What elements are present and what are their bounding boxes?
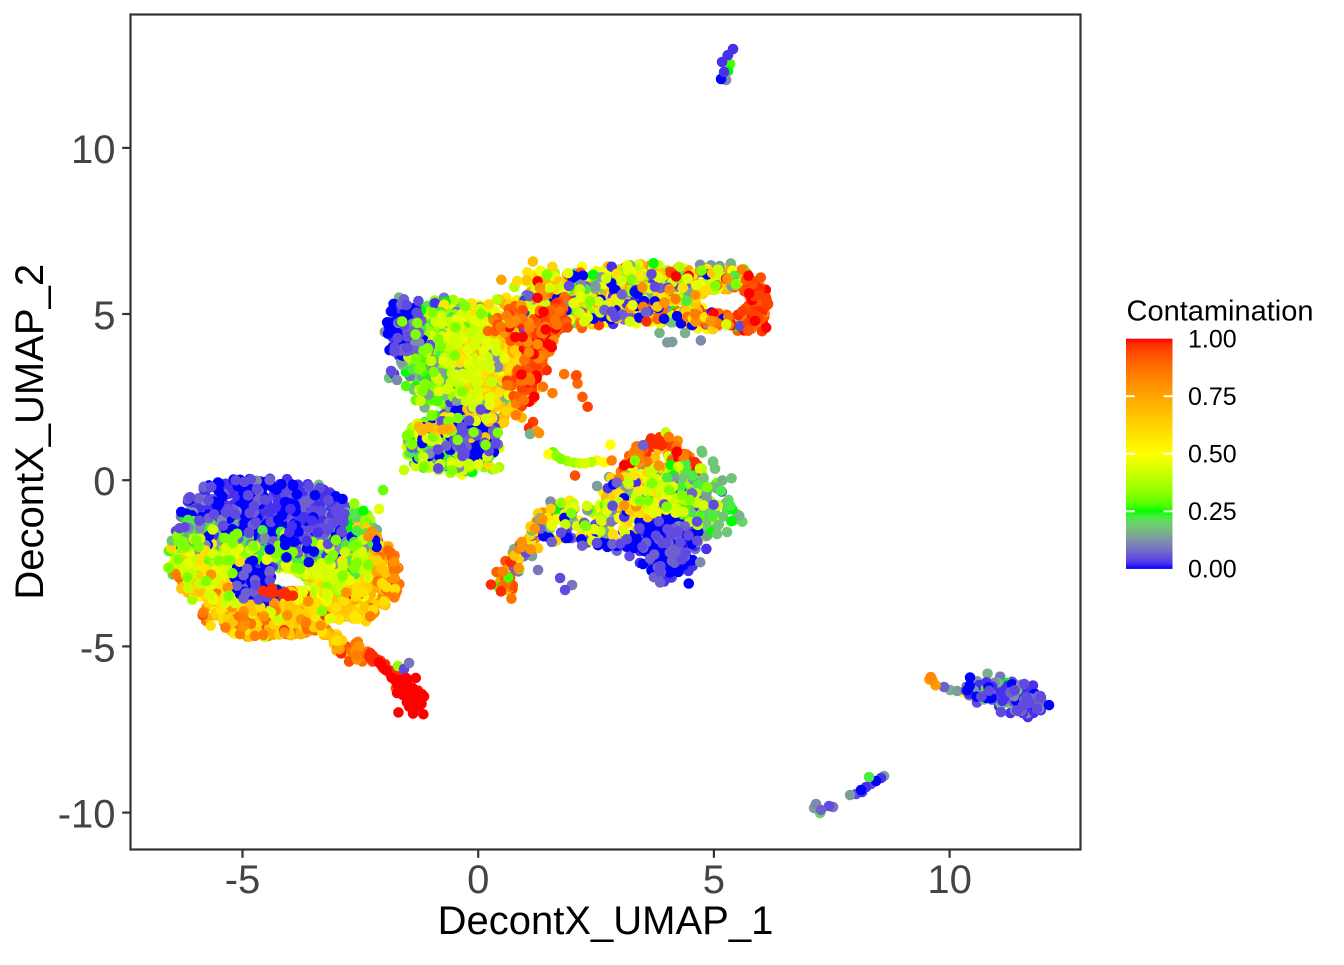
svg-text:0.75: 0.75 [1188, 383, 1237, 411]
svg-text:DecontX_UMAP_1: DecontX_UMAP_1 [438, 899, 774, 943]
svg-text:-5: -5 [225, 858, 261, 902]
svg-text:0.00: 0.00 [1188, 556, 1237, 584]
svg-text:0.50: 0.50 [1188, 441, 1237, 469]
svg-text:0.25: 0.25 [1188, 498, 1237, 526]
svg-text:10: 10 [927, 858, 972, 902]
svg-text:-5: -5 [80, 626, 116, 670]
svg-text:10: 10 [71, 128, 116, 172]
svg-text:5: 5 [93, 294, 115, 338]
svg-text:0: 0 [467, 858, 489, 902]
svg-text:Contamination: Contamination [1127, 296, 1314, 328]
svg-text:1.00: 1.00 [1188, 325, 1237, 353]
svg-text:DecontX_UMAP_2: DecontX_UMAP_2 [8, 264, 52, 600]
svg-text:0: 0 [93, 460, 115, 504]
svg-text:-10: -10 [58, 793, 116, 837]
svg-text:5: 5 [703, 858, 725, 902]
